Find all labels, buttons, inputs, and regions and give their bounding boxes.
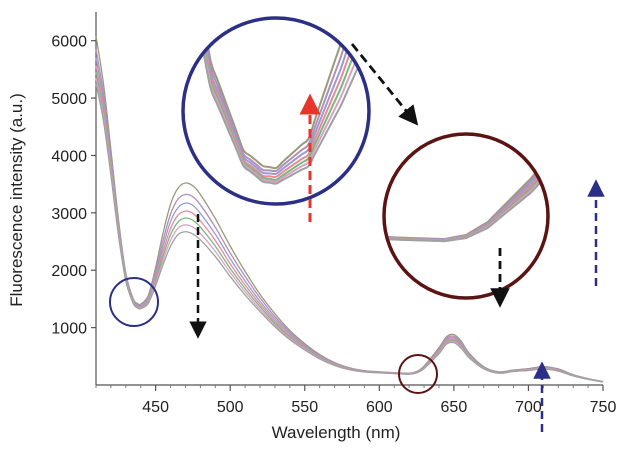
y-tick-label: 4000 [51, 148, 87, 165]
x-tick-label: 500 [217, 399, 244, 416]
left-inset-lines [183, 18, 369, 185]
circle-marker-right [398, 354, 438, 394]
y-ticks: 1000 2000 3000 4000 5000 6000 [51, 34, 96, 338]
left-inset-spectrum-line [183, 18, 369, 173]
y-tick-label: 5000 [51, 91, 87, 108]
x-tick-label: 550 [291, 399, 318, 416]
right-zoom-inset [382, 132, 550, 308]
x-minor-ticks [95, 385, 589, 388]
y-axis-title: Fluorescence intensity (a.u.) [7, 93, 26, 307]
right-inset-spectrum-line [384, 169, 548, 243]
x-tick-label: 450 [142, 399, 169, 416]
x-tick-label: 750 [590, 399, 617, 416]
y-tick-label: 6000 [51, 34, 87, 51]
x-tick-label: 600 [366, 399, 393, 416]
right-inset-lines [384, 152, 548, 243]
y-tick-label: 1000 [51, 321, 87, 338]
right-inset-circle [382, 132, 550, 300]
x-axis-title: Wavelength (nm) [272, 423, 401, 442]
x-ticks: 450 500 550 600 650 700 750 [142, 385, 616, 416]
y-tick-label: 2000 [51, 263, 87, 280]
y-tick-label: 3000 [51, 206, 87, 223]
left-zoom-inset [181, 16, 371, 222]
left-inset-spectrum-line [183, 18, 369, 185]
spectrum-line [95, 83, 604, 383]
x-tick-label: 700 [515, 399, 542, 416]
left-inset-circle [181, 16, 371, 206]
arrow-between-insets [350, 43, 419, 126]
x-tick-label: 650 [441, 399, 468, 416]
circle-marker-left [109, 277, 159, 327]
spectra-lines [95, 35, 604, 383]
